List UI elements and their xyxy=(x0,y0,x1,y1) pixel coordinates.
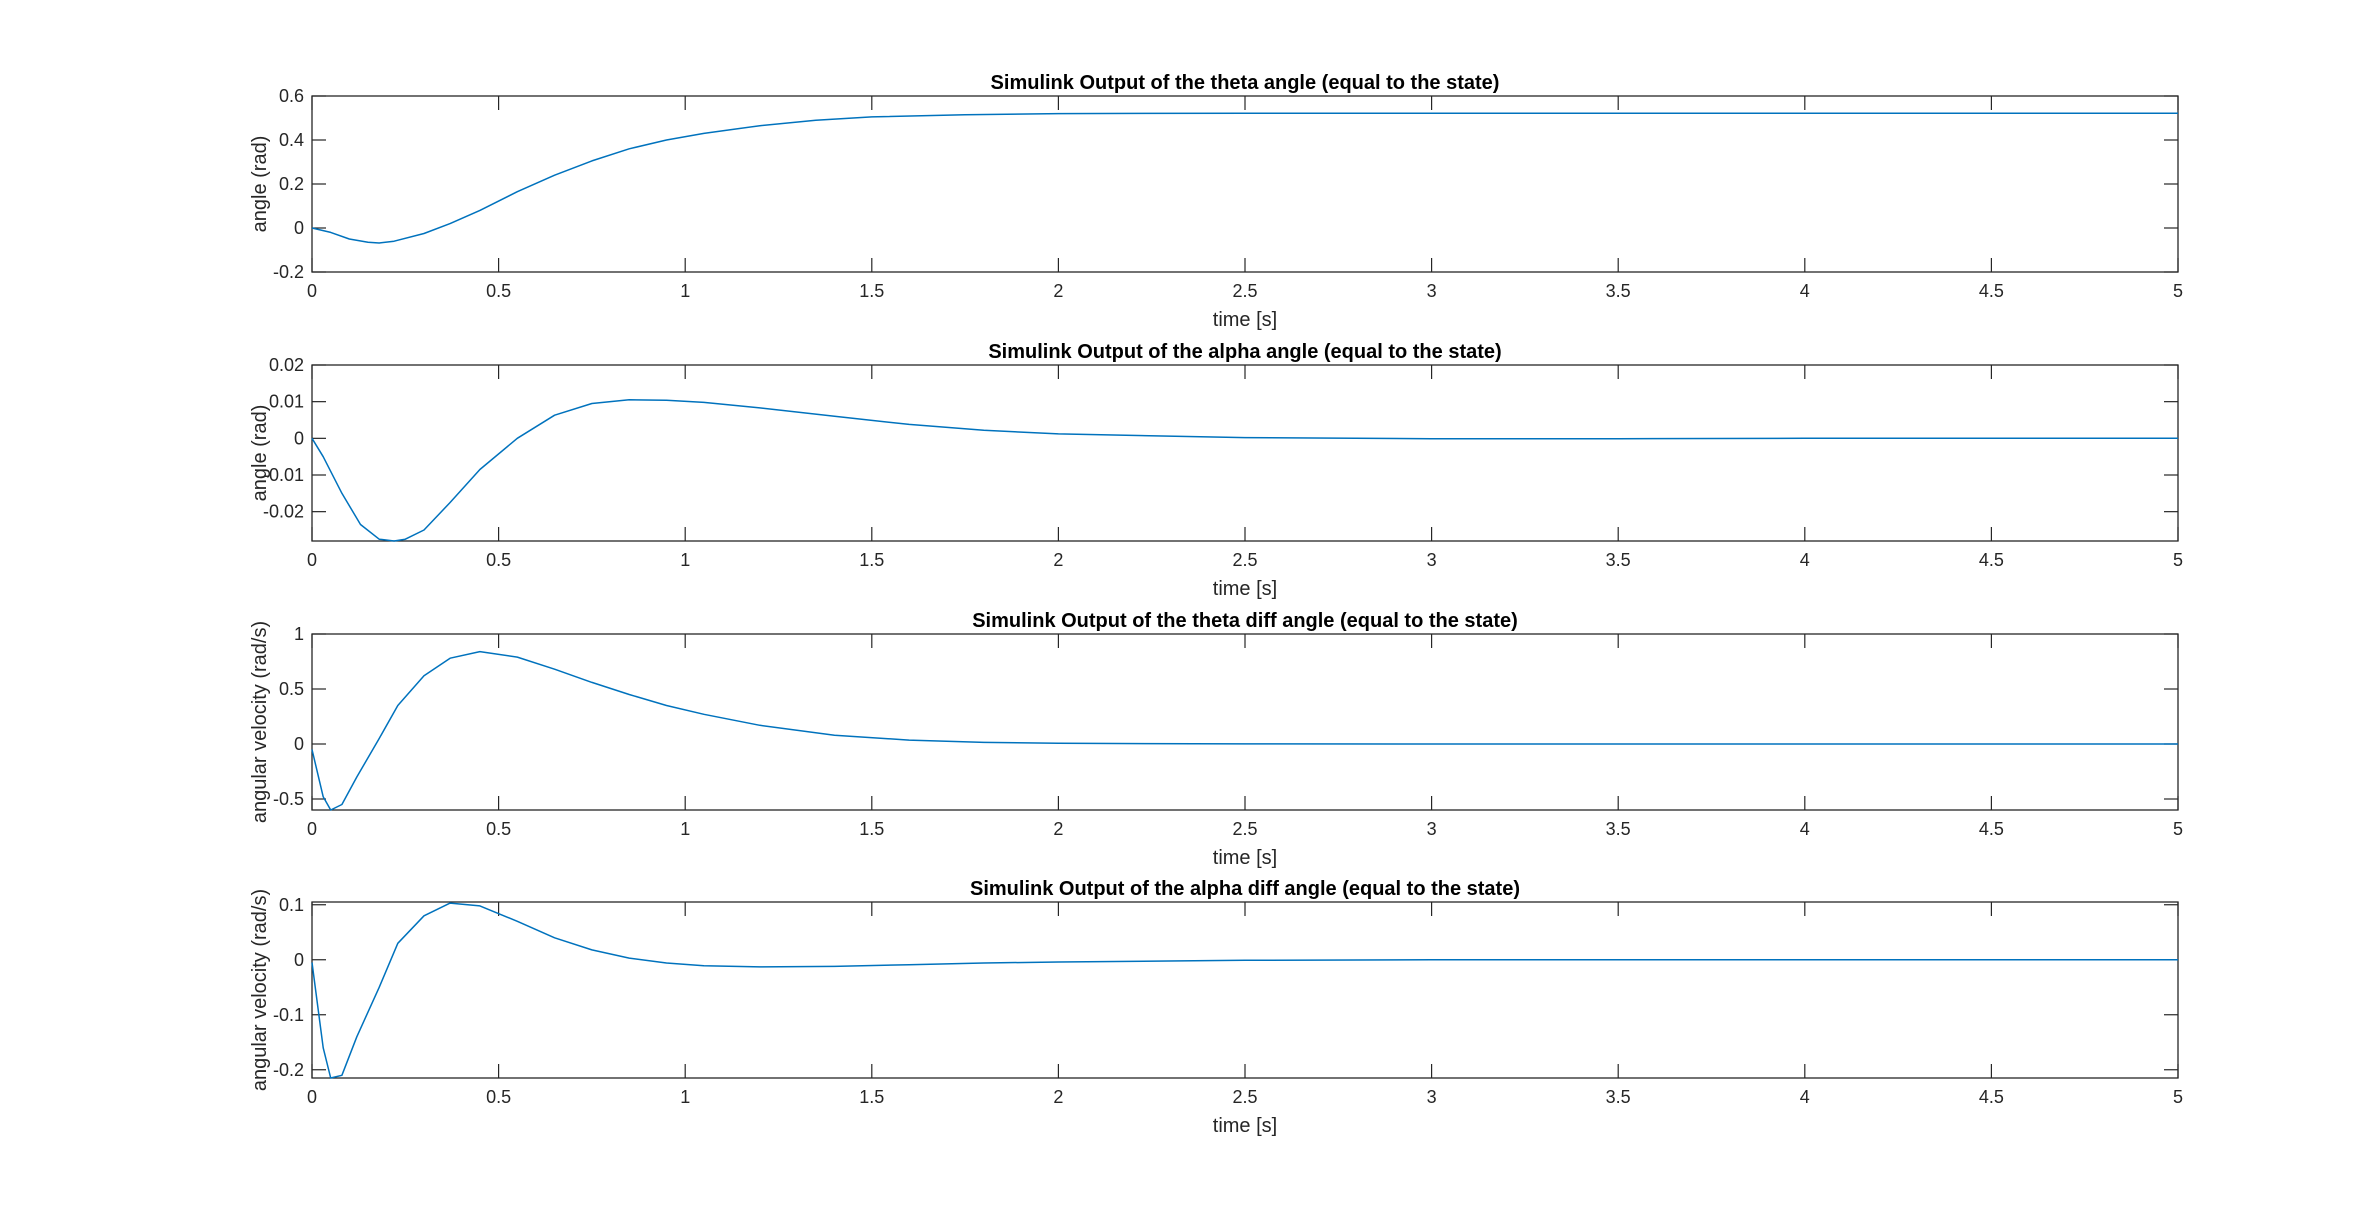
x-axis-label: time [s] xyxy=(1213,578,1277,600)
x-tick-label: 2.5 xyxy=(1232,281,1257,301)
axes-box xyxy=(311,364,2179,542)
y-tick-label: -0.01 xyxy=(263,465,304,485)
x-tick-label: 4 xyxy=(1800,819,1810,839)
x-tick-label: 0.5 xyxy=(486,819,511,839)
subplot-alpha-angle: Simulink Output of the alpha angle (equa… xyxy=(249,341,2183,600)
subplot-title: Simulink Output of the theta diff angle … xyxy=(972,610,1518,632)
y-axis-label: angular velocity (rad/s) xyxy=(249,889,271,1091)
axis-ticks xyxy=(311,633,2179,810)
y-axis-label: angle (rad) xyxy=(249,136,271,233)
axes-box xyxy=(311,901,2179,1079)
series-line xyxy=(311,112,2178,244)
x-tick-label: 4.5 xyxy=(1979,1087,2004,1107)
x-tick-label: 5 xyxy=(2173,281,2183,301)
y-tick-label: 0.5 xyxy=(279,679,304,699)
x-tick-label: 2 xyxy=(1053,550,1063,570)
y-tick-label: 1 xyxy=(294,624,304,644)
axes-box xyxy=(311,633,2179,811)
x-tick-label: 1 xyxy=(680,281,690,301)
x-tick-label: 2.5 xyxy=(1232,1087,1257,1107)
subplot-title: Simulink Output of the alpha angle (equa… xyxy=(988,341,1501,363)
y-tick-label: 0.4 xyxy=(279,130,304,150)
x-tick-label: 0.5 xyxy=(486,550,511,570)
x-tick-label: 4.5 xyxy=(1979,819,2004,839)
y-tick-label: -0.2 xyxy=(273,262,304,282)
x-tick-label: 3.5 xyxy=(1606,281,1631,301)
x-tick-label: 3 xyxy=(1427,550,1437,570)
x-tick-label: 3 xyxy=(1427,281,1437,301)
subplot-theta-angle: Simulink Output of the theta angle (equa… xyxy=(249,72,2183,331)
x-tick-label: 2.5 xyxy=(1232,550,1257,570)
y-tick-label: -0.1 xyxy=(273,1005,304,1025)
x-tick-label: 0 xyxy=(307,1087,317,1107)
x-tick-label: 4.5 xyxy=(1979,550,2004,570)
y-tick-label: 0 xyxy=(294,950,304,970)
y-tick-label: 0.6 xyxy=(279,86,304,106)
subplot-alpha-diff-angle: Simulink Output of the alpha diff angle … xyxy=(249,878,2183,1137)
y-axis-label: angle (rad) xyxy=(249,405,271,502)
x-tick-label: 5 xyxy=(2173,1087,2183,1107)
x-tick-label: 2 xyxy=(1053,819,1063,839)
axes-box xyxy=(311,95,2179,273)
x-tick-label: 4 xyxy=(1800,1087,1810,1107)
x-tick-label: 1.5 xyxy=(859,281,884,301)
x-tick-label: 1.5 xyxy=(859,550,884,570)
x-tick-label: 3.5 xyxy=(1606,819,1631,839)
x-tick-label: 0 xyxy=(307,281,317,301)
x-tick-label: 2.5 xyxy=(1232,819,1257,839)
subplot-theta-diff-angle: Simulink Output of the theta diff angle … xyxy=(249,610,2183,869)
y-tick-label: 0 xyxy=(294,734,304,754)
y-tick-label: -0.2 xyxy=(273,1060,304,1080)
x-tick-label: 1.5 xyxy=(859,1087,884,1107)
x-tick-label: 0 xyxy=(307,550,317,570)
axis-ticks xyxy=(311,95,2179,273)
x-tick-label: 3 xyxy=(1427,819,1437,839)
subplot-title: Simulink Output of the theta angle (equa… xyxy=(991,72,1500,94)
y-tick-label: -0.02 xyxy=(263,502,304,522)
axis-ticks xyxy=(311,364,2179,541)
y-tick-label: 0.02 xyxy=(269,355,304,375)
x-tick-label: 4 xyxy=(1800,281,1810,301)
x-tick-label: 3 xyxy=(1427,1087,1437,1107)
y-axis-label: angular velocity (rad/s) xyxy=(249,621,271,823)
y-tick-label: 0.2 xyxy=(279,174,304,194)
x-tick-label: 1 xyxy=(680,550,690,570)
x-tick-label: 0 xyxy=(307,819,317,839)
axis-ticks xyxy=(311,902,2179,1078)
x-axis-label: time [s] xyxy=(1213,847,1277,869)
x-axis-label: time [s] xyxy=(1213,309,1277,331)
x-tick-label: 1 xyxy=(680,819,690,839)
y-tick-label: -0.5 xyxy=(273,789,304,809)
x-tick-label: 3.5 xyxy=(1606,1087,1631,1107)
y-tick-label: 0 xyxy=(294,218,304,238)
subplot-title: Simulink Output of the alpha diff angle … xyxy=(970,878,1520,900)
x-tick-label: 1 xyxy=(680,1087,690,1107)
x-tick-label: 5 xyxy=(2173,550,2183,570)
x-tick-label: 2 xyxy=(1053,1087,1063,1107)
y-tick-label: 0 xyxy=(294,428,304,448)
x-tick-label: 4.5 xyxy=(1979,281,2004,301)
y-tick-label: 0.1 xyxy=(279,895,304,915)
x-tick-label: 2 xyxy=(1053,281,1063,301)
y-tick-label: 0.01 xyxy=(269,392,304,412)
series-line xyxy=(311,902,2178,1079)
x-tick-label: 1.5 xyxy=(859,819,884,839)
series-line xyxy=(311,650,2178,811)
x-tick-label: 3.5 xyxy=(1606,550,1631,570)
x-tick-label: 4 xyxy=(1800,550,1810,570)
x-tick-label: 5 xyxy=(2173,819,2183,839)
series-line xyxy=(311,399,2178,542)
x-tick-label: 0.5 xyxy=(486,281,511,301)
x-axis-label: time [s] xyxy=(1213,1115,1277,1137)
x-tick-label: 0.5 xyxy=(486,1087,511,1107)
